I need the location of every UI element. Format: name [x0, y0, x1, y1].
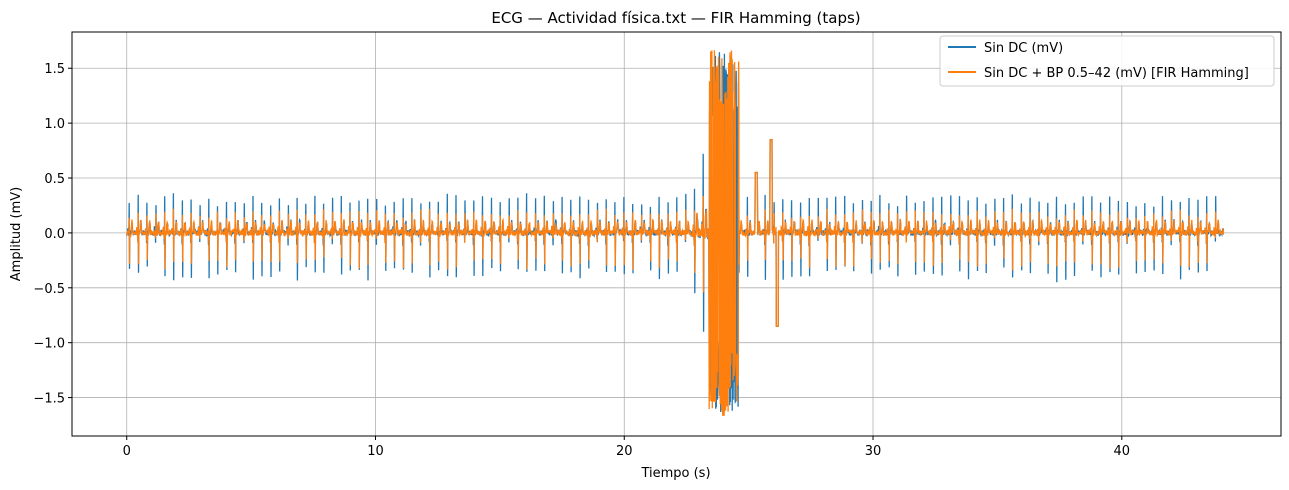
y-tick-label: 1.0	[44, 117, 65, 132]
x-tick-label: 20	[616, 444, 633, 459]
legend-label-sin-dc-bp: Sin DC + BP 0.5–42 (mV) [FIR Hamming]	[984, 66, 1249, 81]
legend-box	[939, 35, 1275, 87]
y-axis-ticks: −1.5 −1.0 −0.5 0.0 0.5 1.0 1.5	[33, 62, 72, 407]
x-tick-label: 0	[123, 444, 131, 459]
x-axis-label: Tiempo (s)	[640, 466, 710, 481]
x-tick-label: 40	[1114, 444, 1131, 459]
legend-label-sin-dc: Sin DC (mV)	[984, 41, 1063, 56]
y-tick-label: −0.5	[33, 282, 65, 297]
plot-frame	[71, 31, 1282, 437]
legend: Sin DC (mV) Sin DC + BP 0.5–42 (mV) [FIR…	[939, 35, 1275, 87]
series-group	[126, 50, 1225, 416]
series-line-sin-dc-bp	[126, 50, 1225, 416]
x-axis-ticks: 0 10 20 30 40	[123, 436, 1130, 459]
x-tick-label: 30	[865, 444, 882, 459]
y-tick-label: −1.0	[33, 337, 65, 352]
y-tick-label: 0.0	[44, 227, 65, 242]
y-axis-label: Amplitud (mV)	[9, 187, 24, 281]
chart-title: ECG — Actividad física.txt — FIR Hamming…	[491, 9, 860, 27]
y-tick-label: −1.5	[33, 392, 65, 407]
x-tick-label: 10	[367, 444, 384, 459]
y-tick-label: 1.5	[44, 62, 65, 77]
y-tick-label: 0.5	[44, 172, 65, 187]
